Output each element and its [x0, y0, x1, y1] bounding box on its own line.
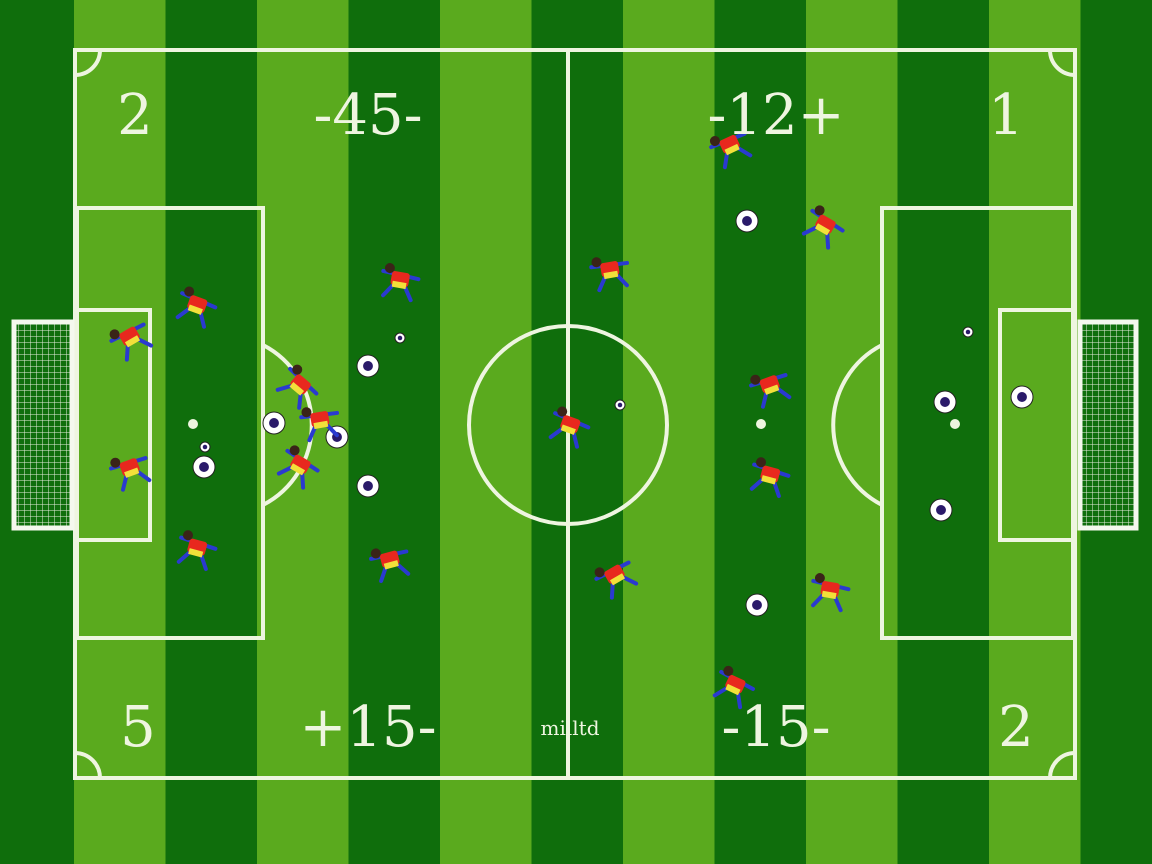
soccer-ball [192, 455, 216, 479]
balls [192, 209, 1034, 617]
bottom-center-label: milltd [540, 716, 600, 740]
spots [188, 419, 960, 429]
player [811, 573, 851, 613]
player [709, 131, 753, 170]
soccer-ball [1010, 385, 1034, 409]
bottom-right-number: 2 [998, 695, 1034, 760]
grass-stripe [348, 0, 441, 864]
player [749, 373, 792, 409]
soccer-ball [394, 332, 406, 344]
player [109, 322, 154, 362]
spot [756, 419, 766, 429]
player [275, 364, 319, 410]
player [712, 665, 756, 710]
soccer-ball [745, 593, 769, 617]
top-right-number: 1 [988, 83, 1024, 148]
player [299, 407, 340, 443]
center-circle [467, 324, 669, 526]
soccer-ball [356, 474, 380, 498]
players [109, 131, 851, 710]
soccer-ball [735, 209, 759, 233]
pitch-lines [73, 48, 1077, 780]
soccer-ball [262, 411, 286, 435]
right-penalty-arc [831, 343, 883, 507]
player [548, 406, 591, 449]
right-goal-box [998, 308, 1075, 542]
grass-stripe [623, 0, 715, 864]
player [369, 548, 411, 584]
left-goal [11, 319, 75, 531]
soccer-ball [929, 498, 953, 522]
grass-stripe [989, 0, 1081, 864]
corner-arc [74, 49, 102, 77]
player [109, 456, 152, 492]
player [749, 457, 791, 499]
corner-arc [74, 751, 102, 779]
top-left-number: 2 [117, 83, 153, 148]
grass-stripe [165, 0, 258, 864]
left-goal-box [75, 308, 152, 542]
bottom-left-score: +15- [299, 695, 437, 760]
grass-stripe [897, 0, 990, 864]
player [594, 560, 639, 600]
player [801, 205, 845, 250]
grass-stripe [531, 0, 624, 864]
player [381, 263, 421, 303]
grass-stripe [440, 0, 532, 864]
left-penalty-arc [262, 343, 314, 507]
soccer-ball [614, 399, 626, 411]
top-left-score: -45- [313, 83, 423, 148]
player [276, 445, 320, 490]
player [175, 286, 218, 329]
soccer-ball [356, 354, 380, 378]
soccer-ball [933, 390, 957, 414]
right-penalty-spot [950, 419, 960, 429]
soccer-ball [199, 441, 211, 453]
right-goal [1077, 319, 1139, 531]
soccer-ball [962, 326, 974, 338]
player [589, 257, 630, 293]
top-right-score: -12+ [707, 83, 845, 148]
player [176, 530, 218, 572]
bottom-right-score: -15- [721, 695, 831, 760]
left-penalty-spot [188, 419, 198, 429]
corner-arc [1048, 751, 1076, 779]
bottom-left-number: 5 [120, 695, 156, 760]
corner-arc [1048, 49, 1076, 77]
